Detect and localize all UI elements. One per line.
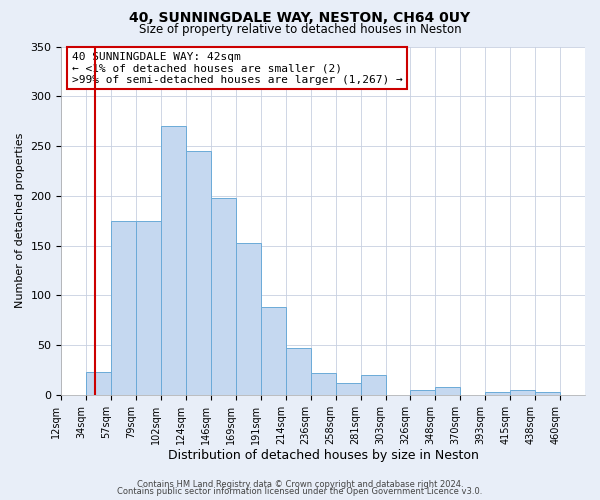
Bar — [111, 220, 136, 395]
Text: Contains public sector information licensed under the Open Government Licence v3: Contains public sector information licen… — [118, 487, 482, 496]
Bar — [86, 372, 111, 395]
Bar — [236, 242, 261, 395]
Bar — [335, 383, 361, 395]
X-axis label: Distribution of detached houses by size in Neston: Distribution of detached houses by size … — [168, 450, 479, 462]
Bar — [485, 392, 510, 395]
Bar — [535, 392, 560, 395]
Bar — [510, 390, 535, 395]
Bar — [161, 126, 186, 395]
Bar — [311, 373, 335, 395]
Bar — [286, 348, 311, 395]
Bar — [436, 387, 460, 395]
Bar — [261, 308, 286, 395]
Bar — [136, 220, 161, 395]
Y-axis label: Number of detached properties: Number of detached properties — [15, 133, 25, 308]
Bar — [211, 198, 236, 395]
Bar — [410, 390, 436, 395]
Text: 40, SUNNINGDALE WAY, NESTON, CH64 0UY: 40, SUNNINGDALE WAY, NESTON, CH64 0UY — [130, 11, 470, 25]
Text: Size of property relative to detached houses in Neston: Size of property relative to detached ho… — [139, 22, 461, 36]
Text: 40 SUNNINGDALE WAY: 42sqm
← <1% of detached houses are smaller (2)
>99% of semi-: 40 SUNNINGDALE WAY: 42sqm ← <1% of detac… — [72, 52, 403, 85]
Bar — [361, 375, 386, 395]
Text: Contains HM Land Registry data © Crown copyright and database right 2024.: Contains HM Land Registry data © Crown c… — [137, 480, 463, 489]
Bar — [186, 151, 211, 395]
